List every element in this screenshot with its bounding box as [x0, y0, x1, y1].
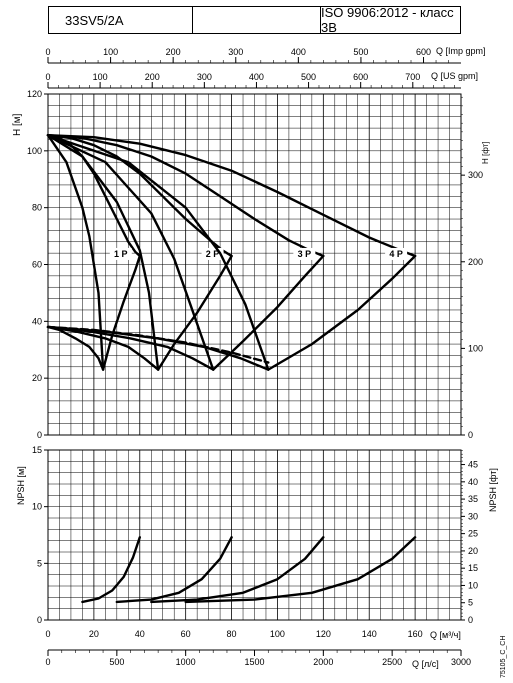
tick-label-npsh-m: 5	[37, 558, 42, 568]
us-gpm-tick-label: 700	[405, 72, 420, 82]
standard-label: ISO 9906:2012 - класс 3B	[320, 5, 461, 35]
curve-line	[156, 254, 233, 371]
plot-frame	[47, 449, 462, 621]
tick-label-npsh-ft: 40	[468, 477, 478, 487]
q-ls-tick-label: 1500	[244, 657, 264, 667]
curve-label: 4 P	[389, 249, 403, 259]
us-gpm-tick-label: 100	[93, 72, 108, 82]
curve-line	[184, 536, 417, 604]
curve-line	[150, 536, 325, 604]
tick-label-h-ft: 200	[468, 257, 483, 267]
tick-label-h-m: 40	[32, 316, 42, 326]
curve-line	[267, 254, 417, 371]
tick-label-q-m3h: 60	[181, 629, 191, 639]
tick-label-npsh-m: 0	[37, 615, 42, 625]
imp-gpm-tick-label: 400	[291, 47, 306, 57]
us-gpm-tick-label: 500	[301, 72, 316, 82]
imp-gpm-tick-label: 600	[416, 47, 431, 57]
axis-label-q-m3h: Q [м³/ч]	[430, 630, 461, 640]
imp-gpm-tick-label: 300	[228, 47, 243, 57]
curve-3p	[46, 134, 325, 258]
tick-label-npsh-ft: 5	[468, 598, 473, 608]
tick-label-h-m: 0	[37, 430, 42, 440]
axis-label-us-gpm: Q [US gpm]	[431, 71, 478, 81]
axis-label-npsh-m: NPSH [м]	[16, 466, 26, 505]
axis-label-h-ft: H [фт]	[481, 141, 490, 164]
curve-label: 3 P	[298, 249, 312, 259]
tick-label-q-m3h: 20	[89, 629, 99, 639]
tick-label-h-m: 100	[27, 146, 42, 156]
imp-gpm-tick-label: 100	[103, 47, 118, 57]
axis-label-h-m: H [м]	[12, 113, 23, 136]
bottom-flow-axes: 0 20 40 60 80 100 120 140 160 Q [м³/ч] 0 500 1000 150…	[45, 629, 471, 669]
tick-label-h-ft: 100	[468, 343, 483, 353]
us-gpm-tick-label: 400	[249, 72, 264, 82]
npsh-panel: 0 5 10 15 NPSH [м] 0 5 10 15 20 25 30 35 40 45 NPSH [фт…	[16, 445, 498, 625]
tick-label-h-ft: 0	[468, 430, 473, 440]
curve-label-bg	[109, 247, 132, 260]
tick-label-q-m3h: 80	[227, 629, 237, 639]
tick-label-h-ft: 300	[468, 170, 483, 180]
curve-line	[212, 254, 325, 371]
curve-line	[81, 536, 141, 604]
q-ls-tick-label: 1000	[176, 657, 196, 667]
tick-label-npsh-ft: 25	[468, 529, 478, 539]
head-panel: 1 P 2 P 3 P 4 P 0 20 40 60 80 100 120 H [м] 0 100 200 3…	[12, 89, 490, 440]
tick-label-q-m3h: 100	[270, 629, 285, 639]
curve-2p	[46, 134, 233, 258]
curve-line	[101, 254, 141, 371]
us-gpm-tick-label: 600	[353, 72, 368, 82]
curve-line	[46, 134, 105, 371]
tick-label-q-m3h: 0	[45, 629, 50, 639]
axis-label-imp-gpm: Q [Imp gpm]	[436, 46, 486, 56]
tick-label-npsh-ft: 10	[468, 580, 478, 590]
tick-label-q-m3h: 40	[135, 629, 145, 639]
q-ls-tick-label: 500	[109, 657, 124, 667]
q-ls-tick-label: 2500	[382, 657, 402, 667]
q-ls-tick-label: 0	[45, 657, 50, 667]
tick-label-npsh-m: 10	[32, 502, 42, 512]
curve-line	[46, 134, 160, 371]
tick-label-h-m: 80	[32, 203, 42, 213]
top-flow-axes: 0 100 200 300 400 500 600 Q [Imp gpm] 0 100 200 300…	[45, 46, 486, 89]
tick-label-q-m3h: 160	[408, 629, 423, 639]
us-gpm-tick-label: 300	[197, 72, 212, 82]
curve-line	[46, 134, 215, 371]
q-ls-tick-label: 2000	[313, 657, 333, 667]
tick-label-npsh-ft: 15	[468, 563, 478, 573]
curve-line	[46, 134, 270, 371]
curve-label-bg	[293, 247, 316, 260]
imp-gpm-tick-label: 500	[353, 47, 368, 57]
curve-line	[46, 325, 270, 364]
imp-gpm-tick-label: 0	[45, 47, 50, 57]
tick-label-npsh-ft: 30	[468, 511, 478, 521]
curve-line	[115, 536, 233, 604]
curve-label-bg	[385, 247, 408, 260]
tick-label-npsh-m: 15	[32, 445, 42, 455]
tick-label-npsh-ft: 45	[468, 460, 478, 470]
tick-label-npsh-ft: 0	[468, 615, 473, 625]
tick-label-q-m3h: 140	[362, 629, 377, 639]
curve-label: 2 P	[206, 249, 220, 259]
tick-label-npsh-ft: 35	[468, 494, 478, 504]
axis-label-npsh-ft: NPSH [фт]	[488, 468, 498, 512]
q-ls-tick-label: 3000	[451, 657, 471, 667]
drawing-code: 75105_C_CH	[500, 636, 507, 678]
us-gpm-tick-label: 0	[45, 72, 50, 82]
curve-4p	[46, 134, 417, 258]
tick-label-h-m: 20	[32, 373, 42, 383]
tick-label-h-m: 120	[27, 89, 42, 99]
tick-label-npsh-ft: 20	[468, 546, 478, 556]
curve-label: 1 P	[114, 249, 128, 259]
axis-label-q-ls: Q [л/с]	[412, 659, 439, 669]
tick-label-h-m: 60	[32, 260, 42, 270]
imp-gpm-tick-label: 200	[166, 47, 181, 57]
tick-label-q-m3h: 120	[316, 629, 331, 639]
us-gpm-tick-label: 200	[145, 72, 160, 82]
